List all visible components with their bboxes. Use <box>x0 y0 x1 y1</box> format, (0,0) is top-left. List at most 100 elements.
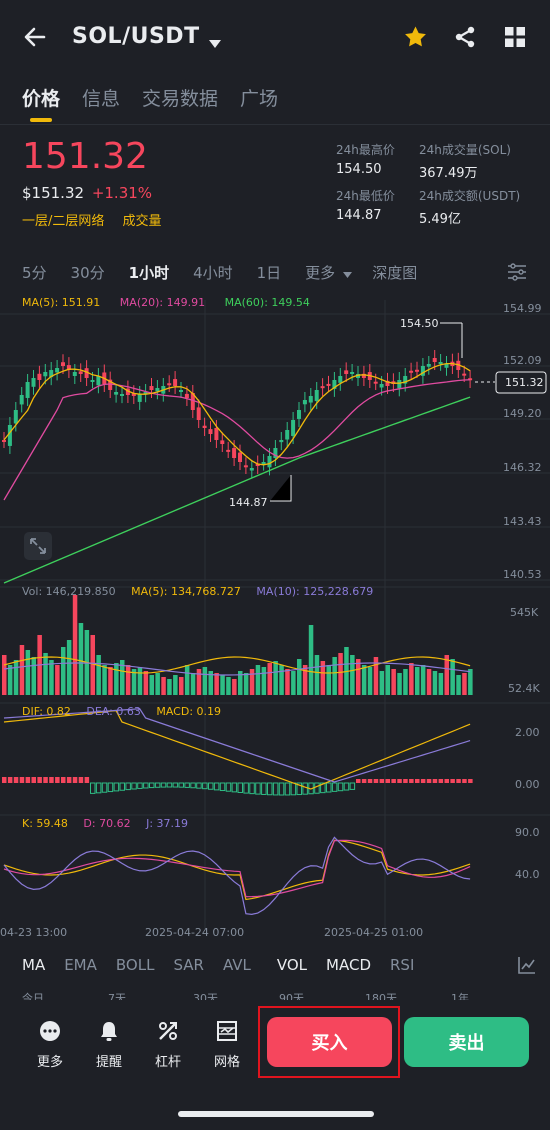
macd-bar <box>43 777 48 783</box>
time-axis-label: 2025-04-24 07:00 <box>145 926 245 939</box>
volume-bar <box>155 673 160 695</box>
macd-bar <box>385 779 390 783</box>
indicator-ma[interactable]: MA <box>22 956 46 974</box>
candle-body <box>397 380 402 389</box>
tab-price[interactable]: 价格 <box>22 88 61 110</box>
macd-bar <box>438 779 444 783</box>
indicator-boll[interactable]: BOLL <box>115 956 155 974</box>
home-indicator <box>178 1111 374 1117</box>
volume-bar <box>102 665 107 695</box>
interval-more[interactable]: 更多 <box>305 264 353 282</box>
tab-trade-data[interactable]: 交易数据 <box>142 88 219 110</box>
indicator-settings-icon[interactable] <box>518 956 536 978</box>
candle-body <box>438 362 443 364</box>
d-line <box>3 839 471 898</box>
candle-body <box>238 452 242 462</box>
kdj-legend: K: 59.48 D: 70.62 J: 37.19 <box>22 817 188 830</box>
share-icon[interactable] <box>453 25 477 53</box>
candle-body <box>373 381 378 384</box>
volume-bar <box>379 671 385 695</box>
volume-bar <box>291 671 296 695</box>
candle-body <box>261 462 266 464</box>
macd-bar <box>184 782 190 788</box>
volume-bar <box>350 655 355 695</box>
period-label: 今日 <box>22 992 44 1002</box>
indicator-rsi[interactable]: RSI <box>390 956 415 974</box>
volume-bar <box>397 673 402 695</box>
volume-bar <box>420 665 426 695</box>
candle-body <box>415 369 419 372</box>
macd-bar <box>331 782 338 792</box>
macd-bar <box>290 782 297 796</box>
macd-legend-dif: DIF: 0.82 <box>22 705 71 718</box>
volume-bar <box>49 660 54 695</box>
tab-square[interactable]: 广场 <box>240 88 279 110</box>
period-label: 90天 <box>279 992 304 1002</box>
grid-menu-icon[interactable] <box>504 26 526 52</box>
candle-body <box>361 373 366 378</box>
volume-bar <box>214 673 219 695</box>
sell-button[interactable]: 卖出 <box>404 1017 529 1067</box>
candle-body <box>267 456 272 468</box>
volume-bar <box>468 669 473 695</box>
candle-body <box>131 393 136 396</box>
chevron-down-icon[interactable] <box>209 33 221 52</box>
period-label: 180天 <box>365 992 397 1002</box>
time-axis-label: 2025-04-25 01:00 <box>324 926 424 939</box>
vol-legend-vol: Vol: 146,219.850 <box>22 585 116 598</box>
volume-tag[interactable]: 成交量 <box>122 214 162 229</box>
candle-body <box>468 378 473 381</box>
macd-bar <box>397 779 402 783</box>
dif-line <box>3 709 471 790</box>
candle-body <box>125 388 130 395</box>
depth-chart[interactable]: 深度图 <box>372 264 418 282</box>
grid-button[interactable]: 网格 <box>202 1020 252 1070</box>
interval-4h[interactable]: 4小时 <box>193 264 233 282</box>
interval-30m[interactable]: 30分 <box>70 264 105 282</box>
main-tabs: 价格 信息 交易数据 广场 <box>22 84 300 111</box>
candle-body <box>143 392 148 395</box>
volume-bar <box>96 655 101 695</box>
layer-tag[interactable]: 一层/二层网络 <box>22 214 105 229</box>
price-change: +1.31% <box>91 184 153 202</box>
candle-body <box>66 365 71 370</box>
candle-body <box>173 379 178 386</box>
macd-bar <box>202 782 208 790</box>
macd-bar <box>149 782 155 789</box>
volume-bar <box>190 673 196 695</box>
kline-chart[interactable] <box>0 300 550 940</box>
interval-5m[interactable]: 5分 <box>22 264 47 282</box>
vol-ma10-line <box>3 662 471 676</box>
indicator-avl[interactable]: AVL <box>222 956 251 974</box>
volume-bar <box>19 645 25 695</box>
volume-bar <box>255 665 261 695</box>
pair-title[interactable]: SOL/USDT <box>72 24 200 49</box>
ma20-line <box>3 379 471 501</box>
tab-info[interactable]: 信息 <box>82 88 121 110</box>
macd-bar <box>349 782 356 790</box>
chart-settings-icon[interactable] <box>507 263 527 285</box>
macd-bar <box>468 779 473 783</box>
interval-1d[interactable]: 1日 <box>256 264 282 282</box>
candle-body <box>78 371 83 374</box>
indicator-macd[interactable]: MACD <box>326 956 371 974</box>
buy-button[interactable]: 买入 <box>267 1017 392 1067</box>
current-price-tag: 151.32 <box>505 376 544 389</box>
star-icon[interactable] <box>403 25 428 53</box>
macd-axis-label: 0.00 <box>515 778 540 791</box>
macd-bar <box>302 782 308 795</box>
back-arrow-icon[interactable] <box>22 24 48 54</box>
macd-bar <box>249 782 255 795</box>
indicator-sar[interactable]: SAR <box>173 956 204 974</box>
leverage-label: 杠杆 <box>154 1055 181 1070</box>
indicator-ema[interactable]: EMA <box>64 956 97 974</box>
alert-button[interactable]: 提醒 <box>84 1020 134 1070</box>
macd-bar <box>72 777 78 783</box>
macd-bar <box>213 782 220 791</box>
more-button[interactable]: 更多 <box>25 1020 75 1070</box>
leverage-button[interactable]: 杠杆 <box>143 1020 193 1070</box>
indicator-vol[interactable]: VOL <box>276 956 308 974</box>
j-line <box>3 836 471 916</box>
volume-bar <box>426 669 432 695</box>
interval-1h[interactable]: 1小时 <box>128 264 170 282</box>
